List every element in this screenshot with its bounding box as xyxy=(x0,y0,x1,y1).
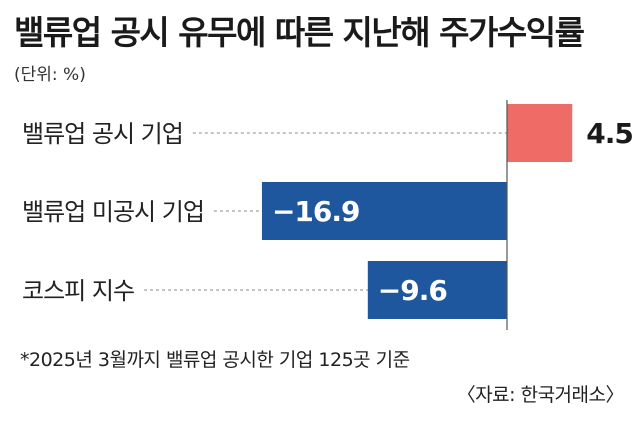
bar-chart: 밸류업 공시 기업 4.5 밸류업 미공시 기업 −16.9 코스피 지수 −9.6 xyxy=(22,100,634,330)
category-label: 밸류업 미공시 기업 xyxy=(22,198,204,226)
category-label: 밸류업 공시 기업 xyxy=(22,120,183,148)
chart-title: 밸류업 공시 유무에 따른 지난해 주가수익률 xyxy=(14,13,585,52)
bar xyxy=(367,261,507,319)
value-label: −9.6 xyxy=(378,274,447,307)
unit-label: (단위: %) xyxy=(14,65,86,85)
value-label: 4.5 xyxy=(586,117,633,150)
source-label: 〈자료: 한국거래소〉 xyxy=(456,384,625,406)
category-label: 코스피 지수 xyxy=(22,277,134,305)
footnote: *2025년 3월까지 밸류업 공시한 기업 125곳 기준 xyxy=(20,349,410,371)
bar xyxy=(261,182,507,240)
bar xyxy=(507,104,573,162)
value-label: −16.9 xyxy=(272,195,360,228)
